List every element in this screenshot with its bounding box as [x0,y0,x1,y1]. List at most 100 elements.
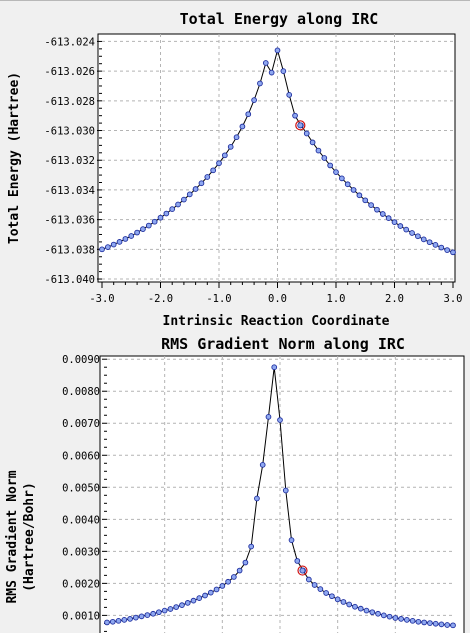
data-point[interactable] [292,112,298,119]
data-point[interactable] [192,186,199,192]
data-point[interactable] [210,167,217,174]
data-point[interactable] [265,413,272,420]
selected-point-ring[interactable] [295,120,306,131]
data-point[interactable] [231,574,237,580]
data-point[interactable] [145,222,152,229]
data-point[interactable] [397,223,404,229]
data-point[interactable] [233,134,240,141]
data-point[interactable] [236,567,243,574]
data-point[interactable] [242,559,249,566]
data-point[interactable] [280,68,287,74]
data-point[interactable] [268,69,275,76]
data-point[interactable] [157,214,164,221]
data-point[interactable] [444,622,451,628]
data-point[interactable] [404,617,410,623]
data-point[interactable] [198,180,205,187]
data-point[interactable] [259,462,266,468]
selected-point[interactable] [299,567,306,574]
data-point[interactable] [426,239,433,246]
data-point[interactable] [323,590,329,596]
data-point[interactable] [450,249,456,256]
data-point[interactable] [190,597,197,604]
data-point[interactable] [282,487,289,494]
data-point[interactable] [362,197,369,204]
data-point[interactable] [204,174,211,180]
data-point[interactable] [167,606,174,612]
data-point[interactable] [184,600,191,606]
data-point[interactable] [151,218,158,225]
data-point[interactable] [305,576,312,583]
data-point[interactable] [294,558,301,564]
data-point[interactable] [196,595,203,601]
data-point[interactable] [375,610,381,617]
data-point[interactable] [391,219,398,226]
data-point[interactable] [156,609,162,616]
data-point[interactable] [386,613,393,620]
data-point[interactable] [110,241,117,248]
data-point[interactable] [161,607,168,614]
data-point[interactable] [138,613,145,620]
data-point[interactable] [121,617,128,623]
data-point[interactable] [327,162,334,169]
data-point[interactable] [317,586,324,592]
data-point[interactable] [277,417,283,423]
data-point[interactable] [144,612,151,618]
energy-plot-area[interactable] [97,33,456,283]
data-point[interactable] [444,247,451,253]
data-point[interactable] [415,233,421,240]
data-point[interactable] [379,211,386,217]
data-point[interactable] [369,609,376,616]
data-point[interactable] [415,618,422,625]
data-point[interactable] [169,206,176,212]
data-point[interactable] [374,206,380,213]
gradient-plot-area[interactable] [99,355,465,633]
data-point[interactable] [309,139,316,146]
data-point[interactable] [227,144,234,150]
data-point[interactable] [352,603,358,610]
data-point[interactable] [251,97,257,103]
data-point[interactable] [216,160,222,167]
data-point[interactable] [254,495,260,502]
data-point[interactable] [116,239,123,245]
data-point[interactable] [409,617,416,624]
data-point[interactable] [340,599,347,605]
data-point[interactable] [339,175,345,182]
data-point[interactable] [427,620,433,626]
data-point[interactable] [225,578,231,585]
data-point[interactable] [104,619,110,626]
data-point[interactable] [262,60,269,66]
energy-chart-panel[interactable]: Total Energy along IRC -613.024 -613.026-… [0,0,470,333]
data-point[interactable] [134,229,140,236]
data-point[interactable] [186,191,193,198]
data-point[interactable] [222,152,228,159]
data-point[interactable] [346,601,353,608]
data-point[interactable] [181,196,187,203]
gradient-points[interactable] [104,364,456,629]
data-point[interactable] [122,236,129,242]
data-point[interactable] [99,246,105,253]
data-point[interactable] [150,610,156,617]
data-point[interactable] [385,215,392,221]
data-point[interactable] [334,596,341,603]
data-point[interactable] [104,244,111,250]
data-point[interactable] [132,614,139,621]
data-point[interactable] [315,147,322,154]
data-point[interactable] [333,169,339,175]
data-point[interactable] [257,80,263,87]
data-point[interactable] [219,583,226,589]
data-point[interactable] [450,622,456,629]
data-point[interactable] [409,230,415,236]
data-point[interactable] [173,604,180,610]
data-point[interactable] [202,592,208,599]
data-point[interactable] [363,607,370,614]
data-point[interactable] [420,236,427,243]
data-point[interactable] [438,621,445,628]
data-point[interactable] [398,616,404,622]
data-point[interactable] [421,619,428,626]
data-point[interactable] [140,226,146,232]
data-point[interactable] [271,364,278,371]
data-point[interactable] [127,616,133,622]
data-point[interactable] [286,92,293,98]
data-point[interactable] [311,582,318,588]
data-point[interactable] [344,181,351,188]
